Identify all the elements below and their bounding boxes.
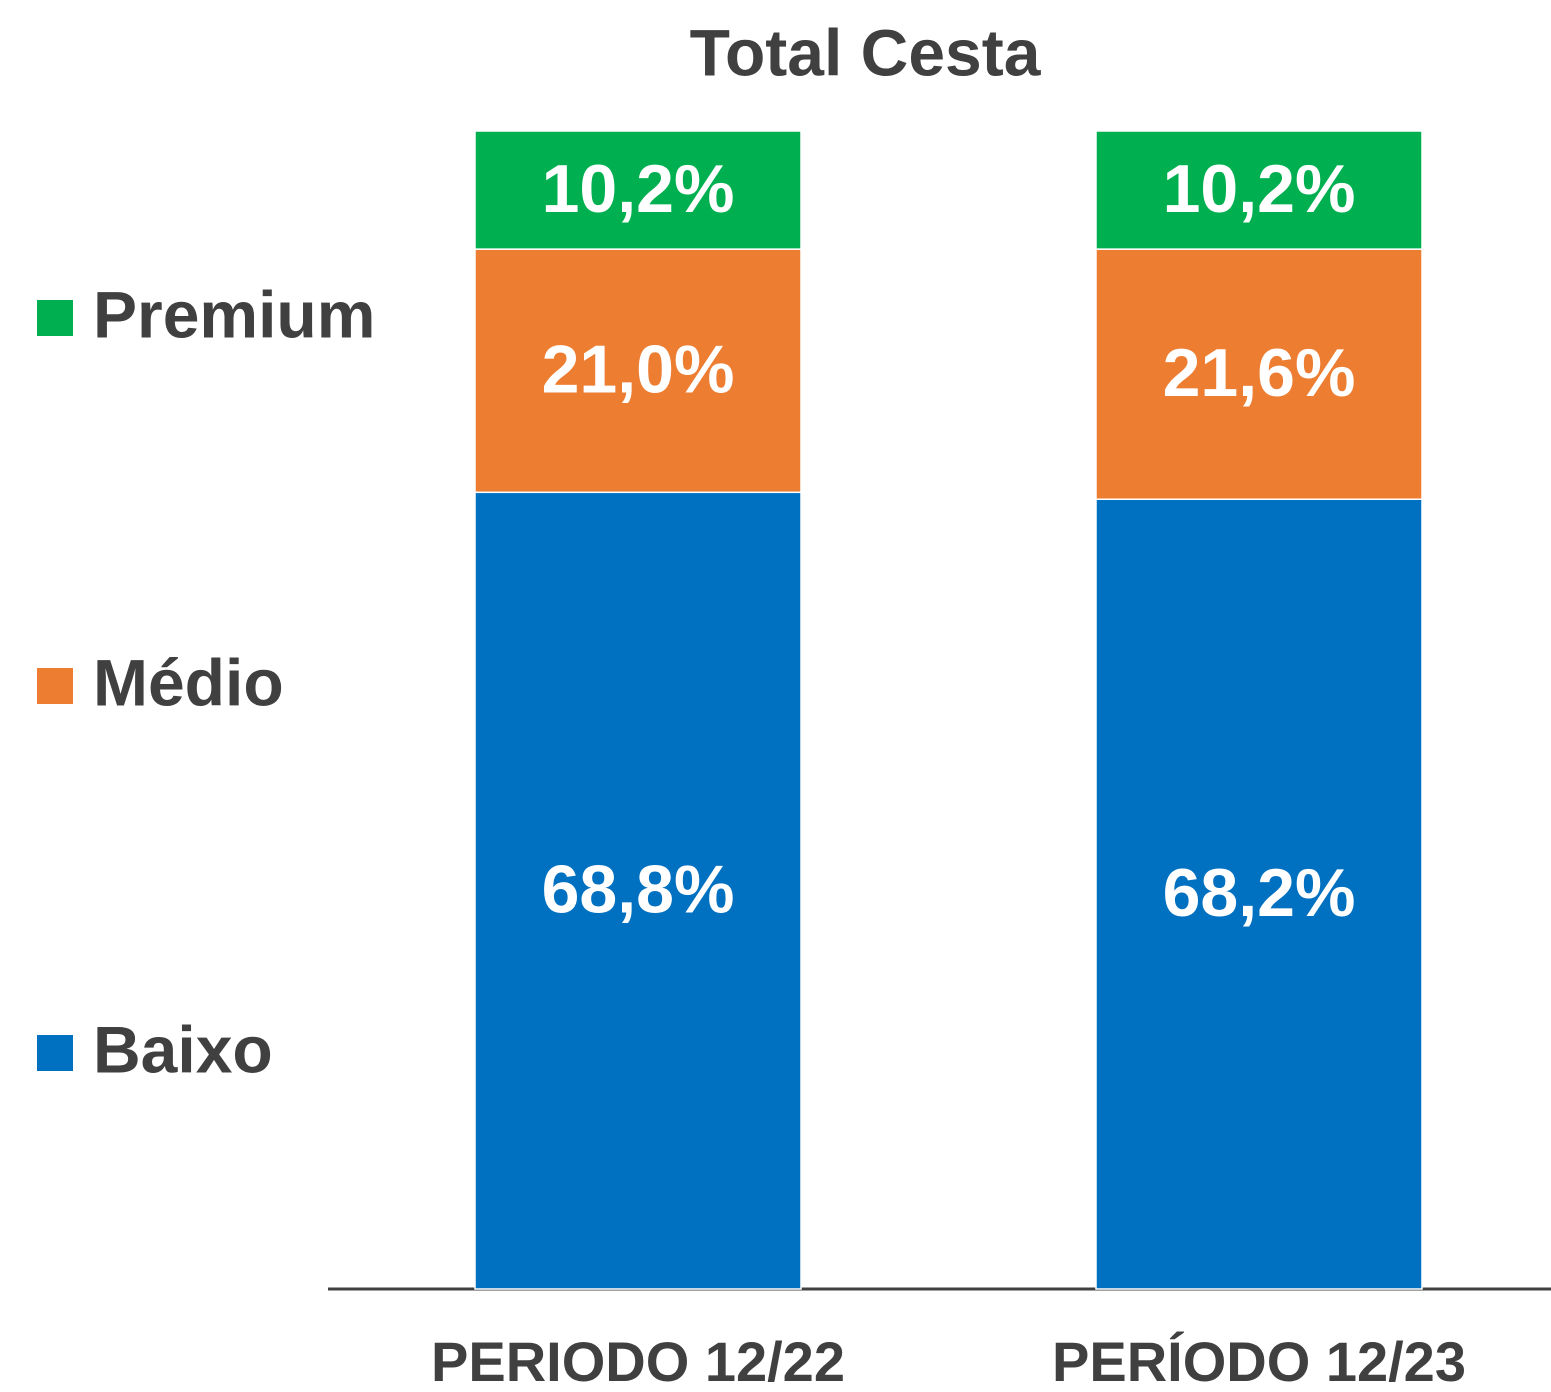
legend-swatch: [37, 668, 73, 704]
data-label: 21,0%: [542, 332, 735, 408]
bar-segment: [1095, 130, 1423, 250]
bar-segment: [1095, 248, 1423, 500]
bar-segment: [474, 130, 802, 250]
data-label: 10,2%: [1163, 151, 1356, 227]
x-tick-label: PERÍODO 12/23: [1052, 1330, 1466, 1392]
bar-segment: [474, 491, 802, 1290]
legend-label: Premium: [93, 277, 375, 351]
legend-swatch: [37, 300, 73, 336]
data-label: 68,8%: [542, 852, 735, 928]
data-label: 21,6%: [1163, 335, 1356, 411]
legend-swatch: [37, 1035, 73, 1071]
chart-title: Total Cesta: [690, 15, 1042, 89]
bar-segment: [1095, 498, 1423, 1290]
legend-label: Médio: [93, 645, 284, 719]
bar-segment: [474, 248, 802, 494]
legend-label: Baixo: [93, 1012, 273, 1086]
data-label: 10,2%: [542, 151, 735, 227]
data-label: 68,2%: [1163, 855, 1356, 931]
x-tick-label: PERIODO 12/22: [431, 1330, 845, 1392]
